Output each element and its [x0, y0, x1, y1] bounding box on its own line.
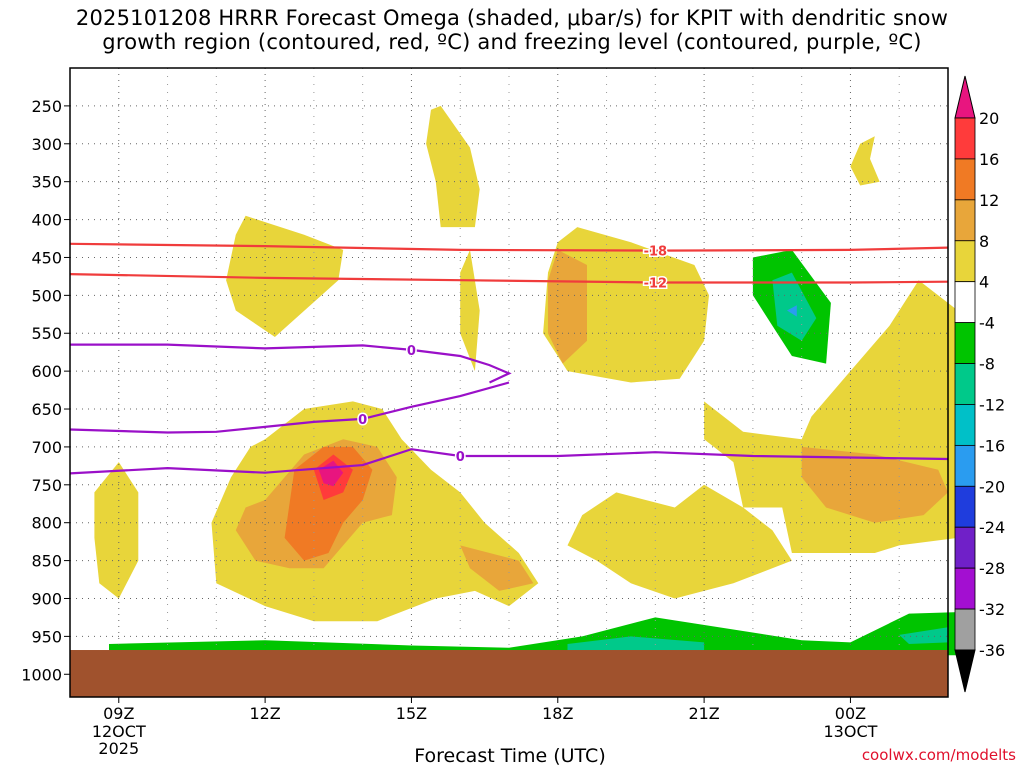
y-tick-label: 750: [31, 476, 62, 495]
freezing-contour-1-line: [69, 381, 510, 434]
x-tick-label: 09Z: [103, 704, 134, 723]
omega-region-12: [460, 545, 534, 591]
dgz-contour-0: -18: [69, 242, 949, 261]
dgz-contour-0-line: [69, 242, 949, 252]
y-tick-label: 600: [31, 362, 62, 381]
plot-frame: [69, 67, 949, 698]
y-tick-label: 1000: [21, 665, 62, 684]
x-tick-label: 00Z: [835, 704, 866, 723]
colorbar-label: -20: [979, 477, 1005, 496]
x-axis-label: Forecast Time (UTC): [414, 745, 606, 767]
omega-region-19: [109, 612, 958, 656]
colorbar-swatch: [954, 322, 976, 364]
ground-surface: [70, 650, 948, 697]
colorbar-swatch: [954, 281, 976, 324]
omega-region-8: [567, 484, 792, 599]
y-tick-label: 850: [31, 552, 62, 571]
colorbar-label: 20: [979, 109, 999, 128]
y-tick-label: 250: [31, 97, 62, 116]
colorbar-label: -12: [979, 395, 1005, 414]
title-line-1: 2025101208 HRRR Forecast Omega (shaded, …: [75, 6, 949, 30]
credit-text: coolwx.com/modelts: [861, 746, 1016, 764]
y-axis: 250 300 350 400 450 500 550 600 650 700 750 800 850 9…: [21, 97, 70, 684]
colorbar-label: -16: [979, 436, 1005, 455]
colorbar-swatch: [954, 240, 976, 283]
title-line-2: growth region (contoured, red, ºC) and f…: [102, 30, 922, 54]
dgz-contour-0-label: -18: [644, 245, 668, 260]
x-tick-label: 21Z: [688, 704, 719, 723]
x-tick-label: 18Z: [542, 704, 573, 723]
y-tick-label: 800: [31, 514, 62, 533]
colorbar-swatch: [954, 567, 976, 610]
omega-region-18: [787, 305, 797, 317]
y-tick-label: 500: [31, 286, 62, 305]
freezing-contour-0-label: 0: [407, 344, 416, 359]
x-tick-date: 12OCT: [92, 722, 146, 741]
colorbar-label: -4: [979, 314, 995, 333]
colorbar-label: 4: [979, 273, 989, 292]
y-tick-label: 400: [31, 211, 62, 230]
colorbar-bottom-arrow: [954, 649, 976, 693]
colorbar-swatch: [954, 485, 976, 528]
colorbar-swatch: [954, 117, 976, 160]
colorbar-label: 12: [979, 191, 999, 210]
chart-title: 2025101208 HRRR Forecast Omega (shaded, …: [0, 6, 1024, 54]
y-tick-label: 950: [31, 627, 62, 646]
colorbar-label: -28: [979, 559, 1005, 578]
colorbar-label: -8: [979, 355, 995, 374]
colorbar-label: 16: [979, 150, 999, 169]
y-tick-label: 550: [31, 324, 62, 343]
colorbar-label: -24: [979, 518, 1005, 537]
y-tick-label: 350: [31, 173, 62, 192]
dgz-contour-1-label: -12: [644, 276, 668, 291]
x-tick-label: 15Z: [396, 704, 427, 723]
freezing-contour-0-line: [70, 343, 512, 384]
freezing-contour-2: 0: [69, 448, 949, 475]
y-tick-label: 300: [31, 135, 62, 154]
colorbar-swatch: [954, 404, 976, 446]
colorbar-swatch: [954, 199, 976, 242]
dgz-contour-1: -12: [69, 273, 949, 293]
colorbar-swatch: [954, 608, 976, 651]
freezing-contour-0: 0: [70, 342, 512, 384]
omega-region-21: [899, 627, 948, 644]
freezing-contour-1: 0: [69, 381, 510, 434]
freezing-contour-2-label: 0: [456, 450, 465, 465]
colorbar-label: -36: [979, 641, 1005, 660]
x-tick-date: 13OCT: [823, 722, 877, 741]
omega-region-0: [426, 105, 480, 228]
freezing-contour-1-label: 0: [358, 413, 367, 428]
y-tick-label: 700: [31, 438, 62, 457]
omega-region-6: [94, 462, 139, 599]
colorbar-swatch: [954, 526, 976, 569]
x-tick-year: 2025: [98, 739, 139, 758]
y-tick-label: 450: [31, 248, 62, 267]
freezing-contour-2-line: [69, 448, 949, 475]
y-tick-label: 900: [31, 589, 62, 608]
dgz-contour-1-line: [69, 273, 949, 284]
colorbar: 20 16 12 8 4 -4 -8 -12 -16 -20 -24 -28 -32 -36: [954, 75, 1005, 693]
omega-region-1: [850, 136, 880, 186]
colorbar-swatch: [954, 363, 976, 405]
x-tick-label: 12Z: [249, 704, 280, 723]
colorbar-swatch: [954, 158, 976, 201]
colorbar-swatch: [954, 444, 976, 487]
plot-area: -18 -12 0 0 0: [69, 68, 958, 697]
colorbar-label: -32: [979, 600, 1005, 619]
colorbar-top-arrow: [954, 75, 976, 119]
colorbar-label: 8: [979, 232, 989, 251]
y-tick-label: 650: [31, 400, 62, 419]
